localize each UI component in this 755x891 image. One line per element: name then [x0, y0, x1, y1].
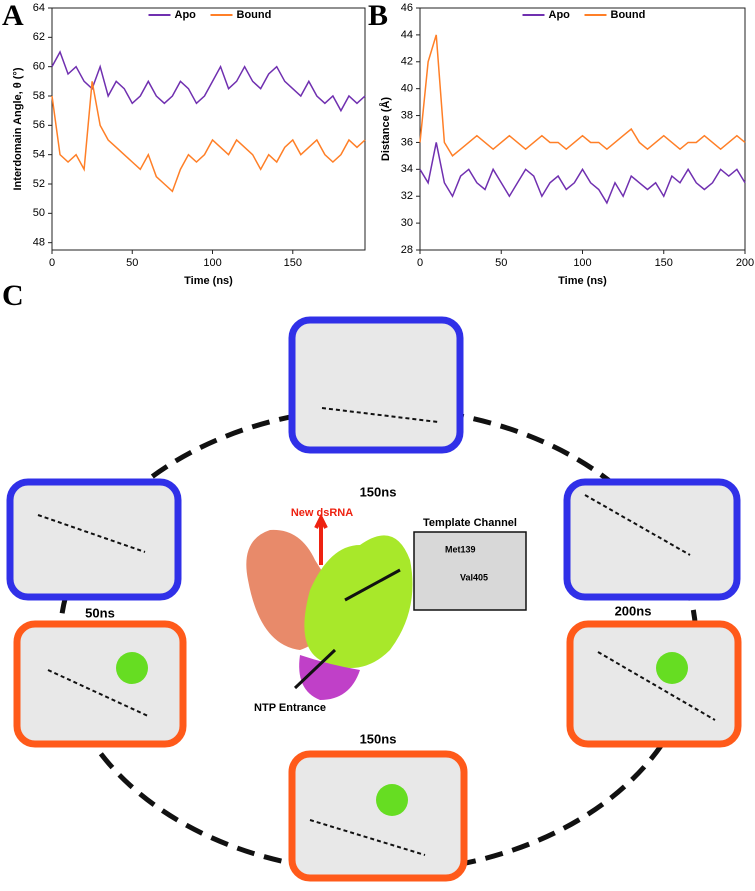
y-tick-label: 38 — [401, 109, 413, 121]
time-label: 150ns — [360, 484, 397, 499]
annotation: Val405 — [460, 572, 488, 582]
distance-line — [321, 407, 439, 423]
annotation: Template Channel — [423, 517, 517, 529]
y-tick-label: 60 — [33, 61, 45, 73]
distance-line — [37, 514, 146, 553]
time-label: 150ns — [360, 731, 397, 746]
y-tick-label: 44 — [401, 29, 413, 41]
ligand — [116, 652, 148, 684]
x-tick-label: 0 — [49, 257, 55, 269]
time-label: 50ns — [85, 605, 115, 620]
y-tick-label: 50 — [33, 207, 45, 219]
y-tick-label: 52 — [33, 178, 45, 190]
y-tick-label: 46 — [401, 2, 413, 14]
y-tick-label: 34 — [401, 163, 413, 175]
distance-line — [584, 494, 691, 556]
series-line — [51, 81, 366, 193]
panel-label: A — [2, 0, 24, 32]
legend-label: Apo — [175, 9, 197, 21]
y-tick-label: 58 — [33, 90, 45, 102]
legend-label: Apo — [549, 9, 571, 21]
plot-frame — [51, 7, 366, 251]
inset — [413, 531, 527, 611]
distance-line — [309, 819, 426, 856]
ligands — [116, 652, 688, 816]
y-tick-label: 42 — [401, 56, 413, 68]
snapshot-box — [563, 478, 741, 601]
x-tick-label: 50 — [495, 257, 507, 269]
x-tick-label: 200 — [736, 257, 754, 269]
pointer — [293, 648, 337, 690]
annotation: Met139 — [445, 544, 476, 554]
y-tick-label: 36 — [401, 136, 413, 148]
y-tick-label: 48 — [33, 237, 45, 249]
x-tick-label: 50 — [126, 257, 138, 269]
ligand — [656, 652, 688, 684]
distance-line — [47, 669, 149, 717]
x-axis-label: Time (ns) — [558, 275, 607, 287]
arrow — [314, 513, 328, 565]
legend-label: Bound — [611, 9, 646, 21]
y-tick-label: 40 — [401, 83, 413, 95]
x-tick-label: 100 — [573, 257, 591, 269]
protein-region — [299, 655, 360, 700]
plot-frame — [419, 7, 746, 251]
annotation: New dsRNA — [291, 507, 353, 519]
panel-label: B — [368, 0, 388, 32]
y-tick-label: 64 — [33, 2, 45, 14]
y-tick-label: 30 — [401, 217, 413, 229]
x-tick-label: 150 — [284, 257, 302, 269]
panel-label: C — [2, 279, 24, 312]
time-label: 200ns — [615, 603, 652, 618]
snapshot-box — [13, 620, 187, 748]
protein-region — [304, 535, 413, 668]
series-line — [51, 50, 366, 113]
series-line — [419, 34, 746, 158]
y-tick-label: 32 — [401, 190, 413, 202]
y-tick-label: 54 — [33, 149, 45, 161]
y-tick-label: 56 — [33, 119, 45, 131]
snapshot-box — [288, 750, 468, 882]
distance-lines — [37, 407, 716, 856]
pointer — [344, 568, 401, 602]
y-tick-label: 62 — [33, 31, 45, 43]
y-tick-label: 28 — [401, 244, 413, 256]
y-axis-label: Distance (Å) — [379, 97, 392, 162]
x-tick-label: 150 — [655, 257, 673, 269]
x-tick-label: 0 — [417, 257, 423, 269]
annotation: NTP Entrance — [254, 702, 326, 714]
diagram: 150ns 50ns 200ns 150ns New dsRNA Templat… — [6, 316, 742, 882]
y-axis-label: Interdomain Angle, θ (°) — [12, 67, 24, 190]
series-line — [419, 142, 746, 205]
snapshot-box — [288, 316, 464, 454]
x-axis-label: Time (ns) — [184, 275, 233, 287]
x-tick-label: 100 — [203, 257, 221, 269]
legend-label: Bound — [237, 9, 272, 21]
snapshot-box — [6, 478, 182, 601]
ligand — [376, 784, 408, 816]
protein — [246, 513, 527, 700]
distance-line — [597, 651, 716, 721]
